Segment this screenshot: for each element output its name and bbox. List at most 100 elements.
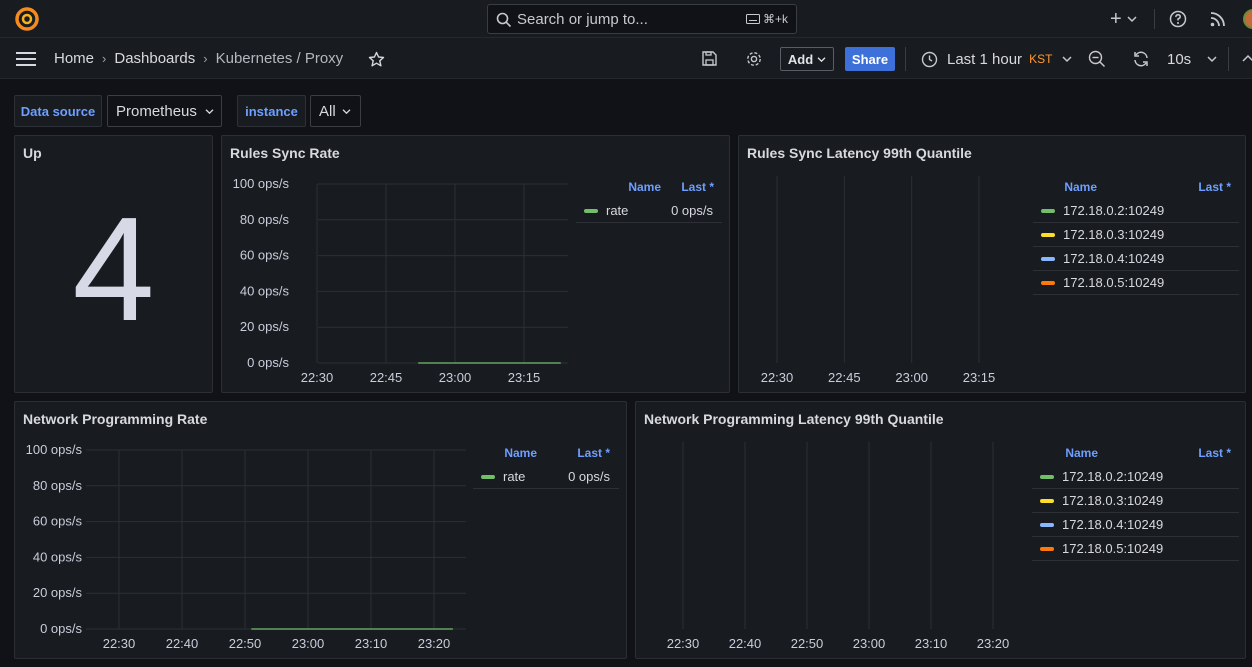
- refresh-interval-picker[interactable]: 10s: [1167, 50, 1217, 68]
- datasource-variable-value: Prometheus: [116, 102, 197, 120]
- panel-network-programming-rate[interactable]: Network Programming Rate 100 ops/s 80 ops…: [14, 401, 627, 659]
- search-icon: [496, 12, 512, 28]
- legend: Name Last * rate 0 ops/s: [576, 175, 722, 223]
- panel-network-programming-latency[interactable]: Network Programming Latency 99th Quantil…: [635, 401, 1246, 659]
- divider: [1154, 9, 1155, 29]
- divider: [905, 47, 906, 71]
- x-tick-label: 22:40: [166, 636, 199, 651]
- x-tick-label: 23:20: [977, 636, 1010, 651]
- x-tick-label: 23:00: [895, 370, 928, 385]
- series-color-swatch: [1041, 208, 1055, 213]
- x-tick-label: 22:30: [103, 636, 136, 651]
- x-tick-label: 23:00: [439, 370, 472, 385]
- legend-header-name[interactable]: Name: [628, 180, 661, 194]
- legend-header: Name Last *: [576, 175, 722, 199]
- breadcrumb-home[interactable]: Home: [54, 50, 95, 67]
- keyboard-icon: [745, 14, 760, 24]
- timezone-label: KST: [1029, 52, 1053, 66]
- y-tick-label: 80 ops/s: [240, 212, 290, 227]
- legend-series-name: 172.18.0.2:10249: [1063, 203, 1165, 218]
- stat-value: 4: [72, 187, 155, 352]
- clock-icon: [921, 51, 938, 67]
- legend-item[interactable]: 172.18.0.5:10249: [1033, 271, 1239, 295]
- panel-title: Network Programming Rate: [23, 411, 208, 427]
- legend-header: Name Last *: [473, 441, 619, 465]
- legend-item[interactable]: 172.18.0.2:10249: [1032, 465, 1239, 489]
- network-programming-rate-chart: 100 ops/s 80 ops/s 60 ops/s 40 ops/s 20 ops/…: [26, 442, 466, 651]
- x-tick-label: 22:45: [370, 370, 403, 385]
- panel-up[interactable]: Up 4: [14, 135, 213, 393]
- panel-title: Rules Sync Latency 99th Quantile: [747, 145, 972, 161]
- search-placeholder: Search or jump to...: [517, 11, 648, 28]
- datasource-variable-select[interactable]: Prometheus: [107, 95, 222, 127]
- legend-item[interactable]: rate 0 ops/s: [473, 465, 619, 489]
- legend-series-name: 172.18.0.5:10249: [1062, 541, 1164, 556]
- legend-item[interactable]: 172.18.0.3:10249: [1032, 489, 1239, 513]
- dashboard-nav-bar: [0, 38, 1252, 79]
- search-bar[interactable]: Search or jump to... ⌘+k: [487, 4, 797, 34]
- chevron-up-icon[interactable]: [1242, 54, 1252, 64]
- add-button[interactable]: Add: [780, 47, 834, 71]
- x-tick-label: 22:30: [667, 636, 700, 651]
- chevron-down-icon: [1207, 56, 1217, 63]
- legend-header-last[interactable]: Last *: [681, 180, 714, 194]
- legend-header-name[interactable]: Name: [1064, 180, 1097, 194]
- panel-rules-sync-rate[interactable]: Rules Sync Rate 100 ops/s 80 ops/s 60 ops/…: [221, 135, 730, 393]
- search-shortcut: ⌘+k: [745, 12, 788, 26]
- legend-header-name[interactable]: Name: [1065, 446, 1098, 460]
- panel-rules-sync-latency[interactable]: Rules Sync Latency 99th Quantile 22:30 22…: [738, 135, 1246, 393]
- legend-item[interactable]: rate 0 ops/s: [576, 199, 722, 223]
- legend-header: Name Last *: [1033, 175, 1239, 199]
- legend-series-last: 0 ops/s: [671, 203, 713, 218]
- chevron-right-icon: ›: [203, 51, 208, 66]
- legend-item[interactable]: 172.18.0.4:10249: [1032, 513, 1239, 537]
- refresh-icon[interactable]: [1132, 50, 1150, 68]
- legend-series-last: 0 ops/s: [568, 469, 610, 484]
- settings-gear-icon[interactable]: [745, 50, 763, 68]
- legend-item[interactable]: 172.18.0.4:10249: [1033, 247, 1239, 271]
- legend-item[interactable]: 172.18.0.5:10249: [1032, 537, 1239, 561]
- rules-sync-latency-chart: 22:30 22:45 23:00 23:15: [761, 176, 995, 385]
- legend-item[interactable]: 172.18.0.3:10249: [1033, 223, 1239, 247]
- rules-sync-rate-chart: 100 ops/s 80 ops/s 60 ops/s 40 ops/s 20 ops/…: [233, 176, 568, 385]
- legend: Name Last * 172.18.0.2:10249 172.18.0.3:…: [1033, 175, 1239, 295]
- time-range-picker[interactable]: Last 1 hour KST: [921, 50, 1072, 68]
- legend-header-last[interactable]: Last *: [1198, 446, 1231, 460]
- legend-series-name: rate: [503, 469, 526, 484]
- zoom-out-icon[interactable]: [1088, 50, 1106, 68]
- network-programming-latency-chart: 22:30 22:40 22:50 23:00 23:10 23:20: [667, 442, 1010, 651]
- x-tick-label: 22:40: [729, 636, 762, 651]
- news-feed-icon[interactable]: [1209, 10, 1227, 28]
- legend-header-last[interactable]: Last *: [577, 446, 610, 460]
- series-color-swatch: [1040, 474, 1054, 479]
- help-icon[interactable]: [1169, 10, 1187, 28]
- datasource-variable-label: Data source: [14, 95, 102, 127]
- menu-icon[interactable]: [16, 51, 36, 67]
- y-tick-label: 100 ops/s: [26, 442, 83, 457]
- star-icon[interactable]: [368, 51, 385, 68]
- y-tick-label: 0 ops/s: [247, 355, 289, 370]
- chevron-down-icon: [205, 108, 214, 114]
- grafana-logo-icon[interactable]: [14, 6, 40, 32]
- x-tick-label: 23:20: [418, 636, 451, 651]
- legend-header-last[interactable]: Last *: [1198, 180, 1231, 194]
- legend-series-name: 172.18.0.3:10249: [1063, 227, 1165, 242]
- user-avatar[interactable]: [1243, 9, 1252, 29]
- breadcrumb-dashboards[interactable]: Dashboards: [114, 50, 196, 67]
- chevron-down-icon: [817, 56, 826, 62]
- y-tick-label: 40 ops/s: [33, 549, 83, 564]
- legend-item[interactable]: 172.18.0.2:10249: [1033, 199, 1239, 223]
- x-tick-label: 22:45: [828, 370, 861, 385]
- legend-series-name: 172.18.0.4:10249: [1063, 251, 1165, 266]
- chevron-down-icon: [1062, 56, 1072, 63]
- instance-variable-select[interactable]: All: [310, 95, 361, 127]
- y-tick-label: 100 ops/s: [233, 176, 290, 191]
- share-button[interactable]: Share: [845, 47, 895, 71]
- series-color-swatch: [1041, 280, 1055, 285]
- new-menu-button[interactable]: +: [1110, 8, 1137, 30]
- chevron-down-icon: [342, 108, 351, 114]
- legend-header-name[interactable]: Name: [504, 446, 537, 460]
- save-icon[interactable]: [701, 50, 718, 67]
- legend-series-name: 172.18.0.4:10249: [1062, 517, 1164, 532]
- chevron-right-icon: ›: [102, 51, 107, 66]
